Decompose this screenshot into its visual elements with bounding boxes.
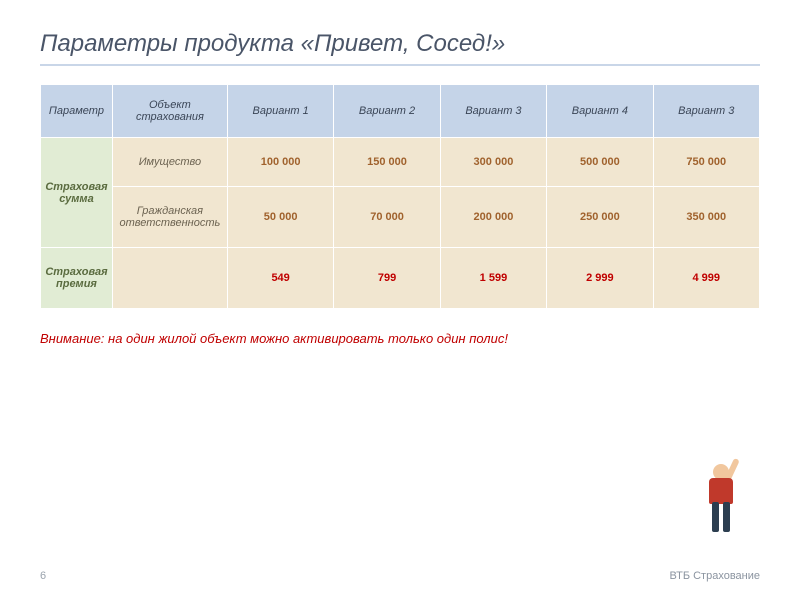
cell-value: 100 000 — [227, 138, 333, 187]
page-title: Параметры продукта «Привет, Сосед!» — [40, 30, 760, 66]
th-variant-5: Вариант 3 — [653, 85, 759, 138]
table-row: Страховая сумма Имущество 100 000 150 00… — [41, 138, 760, 187]
th-variant-3: Вариант 3 — [440, 85, 546, 138]
object-premium — [112, 248, 227, 309]
brand-label: ВТБ Страхование — [670, 570, 760, 582]
table-row: Гражданская ответственность 50 000 70 00… — [41, 187, 760, 248]
product-table: Параметр Объект страхования Вариант 1 Ва… — [40, 84, 760, 309]
page-number: 6 — [40, 570, 46, 582]
cell-premium: 2 999 — [547, 248, 653, 309]
cell-value: 200 000 — [440, 187, 546, 248]
cell-premium: 4 999 — [653, 248, 759, 309]
cell-value: 70 000 — [334, 187, 440, 248]
cell-value: 500 000 — [547, 138, 653, 187]
th-parameter: Параметр — [41, 85, 113, 138]
slide: Параметры продукта «Привет, Сосед!» Пара… — [0, 0, 800, 600]
row-label-sum: Страховая сумма — [41, 138, 113, 248]
object-property: Имущество — [112, 138, 227, 187]
th-variant-1: Вариант 1 — [227, 85, 333, 138]
row-label-premium: Страховая премия — [41, 248, 113, 309]
cell-value: 150 000 — [334, 138, 440, 187]
warning-note: Внимание: на один жилой объект можно акт… — [40, 331, 760, 346]
cell-premium: 1 599 — [440, 248, 546, 309]
cell-premium: 549 — [227, 248, 333, 309]
cell-value: 300 000 — [440, 138, 546, 187]
th-variant-4: Вариант 4 — [547, 85, 653, 138]
object-liability: Гражданская ответственность — [112, 187, 227, 248]
cell-value: 250 000 — [547, 187, 653, 248]
mascot-illustration — [695, 460, 745, 540]
cell-value: 50 000 — [227, 187, 333, 248]
cell-value: 350 000 — [653, 187, 759, 248]
th-object: Объект страхования — [112, 85, 227, 138]
cell-premium: 799 — [334, 248, 440, 309]
table-row: Страховая премия 549 799 1 599 2 999 4 9… — [41, 248, 760, 309]
th-variant-2: Вариант 2 — [334, 85, 440, 138]
table-header-row: Параметр Объект страхования Вариант 1 Ва… — [41, 85, 760, 138]
cell-value: 750 000 — [653, 138, 759, 187]
